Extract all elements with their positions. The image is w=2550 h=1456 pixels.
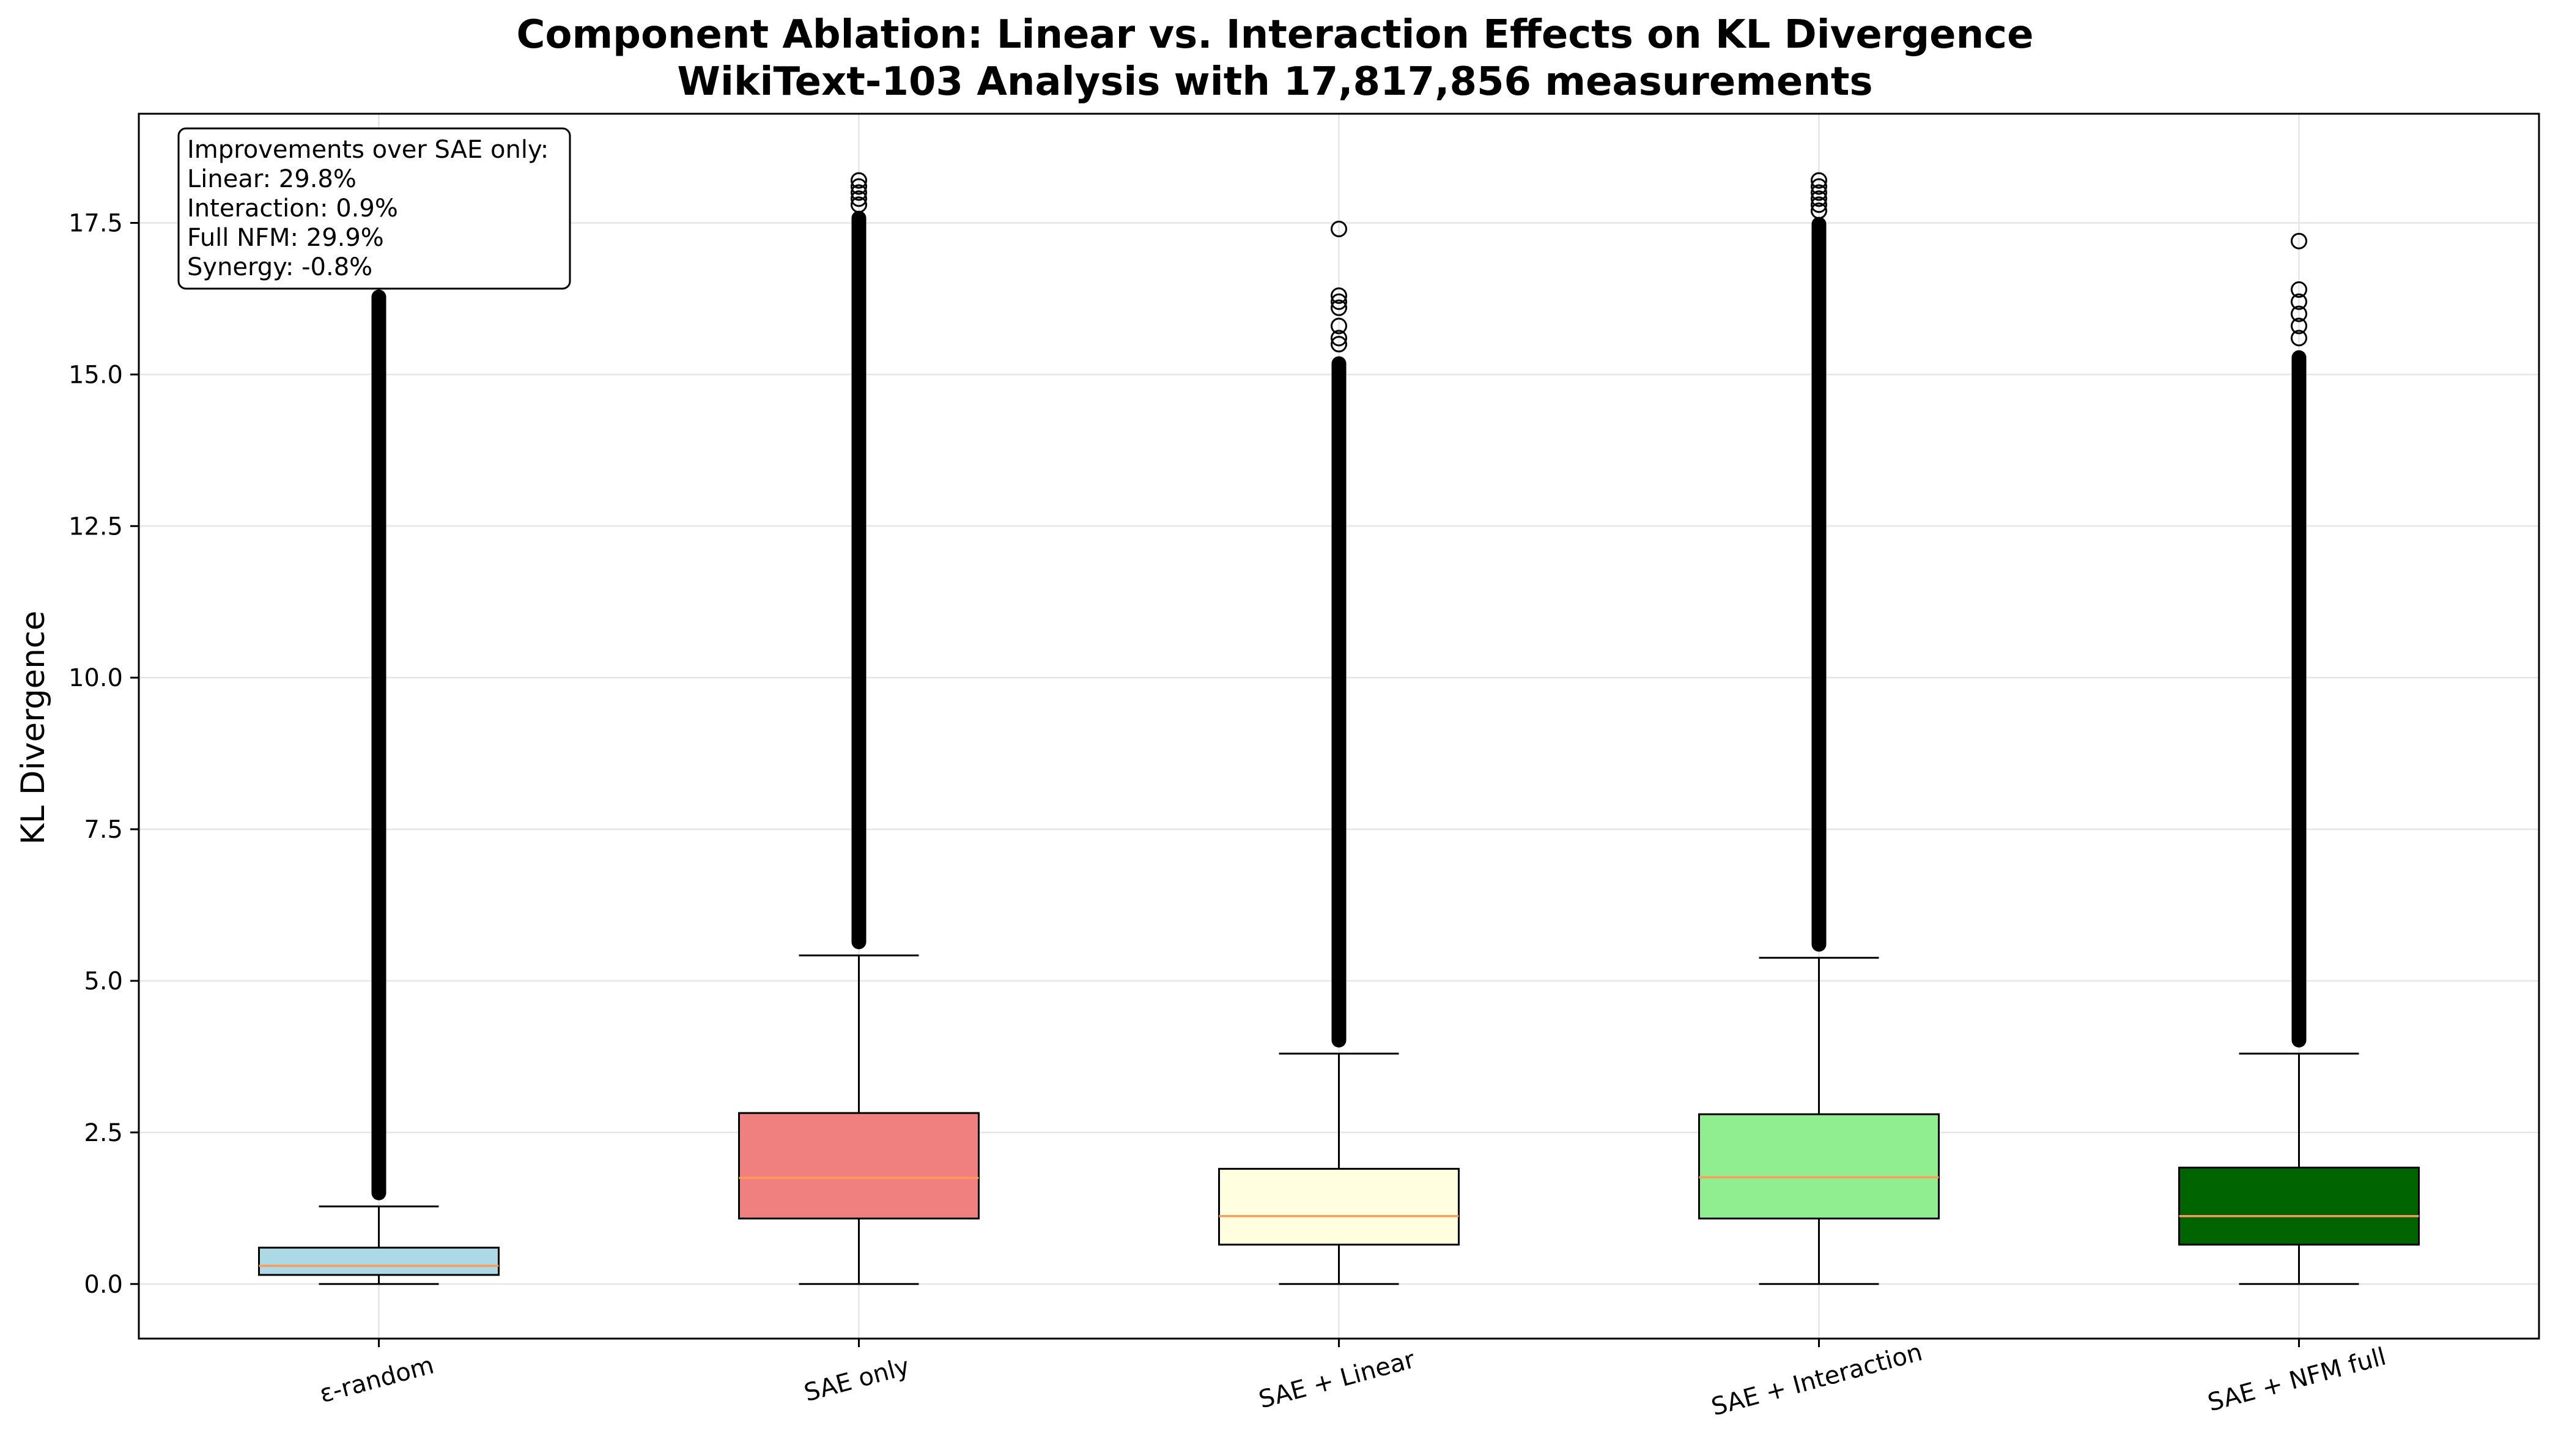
outlier-point <box>2291 281 2307 298</box>
x-tick-label: SAE + NFM full <box>2205 1342 2389 1417</box>
x-tick-label: SAE + Linear <box>1256 1345 1419 1414</box>
outlier-band <box>2291 350 2307 1048</box>
outlier-point <box>2291 293 2307 310</box>
outlier-point <box>2291 317 2307 334</box>
outlier-point <box>2291 232 2307 249</box>
annotation-line-linear: Linear: 29.8% <box>187 165 357 193</box>
y-tick-label: 0.0 <box>84 1271 123 1299</box>
y-tick-label: 17.5 <box>68 209 123 237</box>
outlier-point <box>1331 287 1347 304</box>
outlier-point <box>1331 330 1347 347</box>
x-tick-label: SAE + Interaction <box>1709 1338 1926 1421</box>
outlier-point <box>1331 220 1347 237</box>
y-tick-label: 12.5 <box>68 512 123 541</box>
outlier-point <box>1331 293 1347 310</box>
y-axis-ticks: 0.0 2.5 5.0 7.5 10.0 12.5 15.0 17.5 <box>68 209 139 1299</box>
outlier-band <box>851 210 867 950</box>
box-1 <box>258 172 500 1285</box>
outlier-point <box>851 184 867 201</box>
outlier-point <box>1811 178 1827 195</box>
x-tick-label: SAE only <box>801 1352 912 1407</box>
box-4 <box>1698 172 1940 1285</box>
y-axis-label: KL Divergence <box>15 610 52 844</box>
outlier-point <box>1331 336 1347 353</box>
annotation-box <box>177 127 571 290</box>
iqr-box <box>738 1112 980 1220</box>
annotation-line-heading: Improvements over SAE only: <box>187 136 549 164</box>
outlier-point <box>1811 190 1827 207</box>
improvements-annotation: Improvements over SAE only: Linear: 29.8… <box>177 127 571 290</box>
y-tick-label: 5.0 <box>84 967 123 996</box>
iqr-box <box>1218 1167 1460 1246</box>
outlier-band <box>371 289 386 1200</box>
x-axis-ticks: ε-random SAE only SAE + Linear SAE + Intera… <box>317 1338 2389 1421</box>
y-tick-label: 7.5 <box>84 816 123 844</box>
outlier-point <box>1331 299 1347 316</box>
outlier-point <box>851 178 867 195</box>
iqr-box <box>2178 1166 2420 1246</box>
y-tick-label: 10.0 <box>68 664 123 692</box>
annotation-line-interaction: Interaction: 0.9% <box>187 194 398 223</box>
outlier-point <box>1811 184 1827 201</box>
outlier-point <box>1811 202 1827 220</box>
iqr-box <box>1698 1113 1940 1220</box>
chart-subtitle: WikiText-103 Analysis with 17,817,856 me… <box>677 59 1872 105</box>
annotation-line-full-nfm: Full NFM: 29.9% <box>187 224 384 252</box>
box-5 <box>2178 232 2420 1285</box>
outlier-band <box>1811 216 1827 952</box>
box-3 <box>1218 220 1460 1285</box>
y-tick-label: 2.5 <box>84 1119 123 1147</box>
annotation-line-synergy: Synergy: -0.8% <box>187 253 372 281</box>
outlier-point <box>851 190 867 207</box>
x-tick-label: ε-random <box>317 1351 437 1408</box>
iqr-box <box>258 1246 500 1276</box>
outlier-point <box>851 172 867 189</box>
chart-title: Component Ablation: Linear vs. Interacti… <box>517 12 2034 57</box>
y-tick-label: 15.0 <box>68 361 123 389</box>
outlier-point <box>2291 330 2307 347</box>
outlier-point <box>1811 196 1827 213</box>
box-2 <box>738 172 980 1285</box>
outlier-point <box>1331 317 1347 334</box>
outlier-point <box>1811 172 1827 189</box>
outlier-point <box>2291 305 2307 322</box>
box-plots <box>258 172 2420 1285</box>
outlier-band <box>1331 356 1347 1048</box>
outlier-point <box>851 196 867 213</box>
